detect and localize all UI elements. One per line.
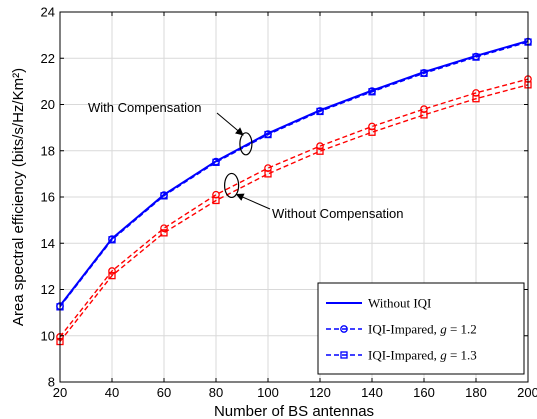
series-2	[56, 37, 532, 310]
data-point	[108, 267, 116, 275]
y-tick-label: 10	[41, 328, 55, 343]
x-tick-label: 100	[257, 385, 279, 400]
data-point	[368, 88, 376, 96]
legend-label-variable: g	[440, 322, 447, 337]
data-point	[108, 271, 116, 280]
x-tick-label: 40	[105, 385, 119, 400]
data-point	[160, 224, 168, 233]
series-1	[59, 39, 529, 307]
y-tick-label: 16	[41, 190, 55, 205]
annotation-arrow	[216, 112, 244, 136]
legend-label: Without IQI	[368, 296, 431, 311]
x-axis-label: Number of BS antennas	[214, 403, 374, 419]
y-tick-label: 12	[41, 282, 55, 297]
x-tick-label: 140	[361, 385, 383, 400]
data-point	[420, 69, 428, 77]
legend-entry: Without IQI	[326, 296, 431, 311]
legend-entry: IQI-Impared, g = 1.2	[326, 322, 477, 337]
data-point	[316, 142, 324, 150]
ticks: 20 40 60 80 100 120 140 160 180 200 8 10 12 14 16 18 20 2…	[41, 5, 537, 401]
data-point	[264, 170, 272, 178]
annotation-arrow	[235, 193, 271, 210]
data-point	[212, 158, 220, 166]
x-tick-label: 200	[517, 385, 537, 400]
y-tick-label: 8	[48, 375, 55, 390]
series-5	[56, 81, 532, 346]
x-tick-label: 180	[465, 385, 487, 400]
legend-entry: IQI-Impared, g = 1.3	[326, 348, 477, 363]
data-point	[472, 53, 480, 61]
y-axis-label: Area spectral efficiency (bits/s/Hz/Km²)	[10, 68, 27, 326]
series-layer	[56, 37, 532, 346]
legend-label-value: = 1.3	[447, 348, 477, 363]
data-point	[160, 229, 168, 237]
series-line	[59, 84, 529, 342]
data-point	[160, 192, 168, 200]
y-tick-label: 24	[41, 5, 55, 20]
y-tick-label: 22	[41, 51, 55, 66]
x-tick-label: 160	[413, 385, 435, 400]
legend-marker	[340, 351, 348, 359]
data-point	[368, 128, 376, 136]
y-tick-label: 18	[41, 143, 55, 158]
annotation-ellipse	[239, 132, 253, 156]
data-point	[316, 107, 324, 116]
data-point	[264, 130, 272, 139]
series-3	[56, 38, 532, 311]
legend-label: IQI-Impared, g = 1.2	[368, 322, 477, 337]
y-tick-label: 20	[41, 97, 55, 112]
x-tick-label: 120	[309, 385, 331, 400]
data-point	[316, 147, 324, 155]
x-tick-label: 20	[53, 385, 67, 400]
annotation-label: Without Compensation	[272, 206, 404, 221]
annotations: With Compensation Without Compensation	[88, 100, 404, 221]
series-line	[59, 41, 529, 308]
legend: Without IQI IQI-Impared, g = 1.2 IQI-Impar…	[317, 282, 525, 375]
data-point	[420, 111, 428, 119]
annotation-label: With Compensation	[88, 100, 201, 115]
y-tick-label: 14	[41, 236, 55, 251]
legend-label-value: = 1.2	[447, 322, 477, 337]
annotation-ellipse	[224, 172, 240, 199]
data-point	[108, 236, 116, 244]
x-tick-label: 80	[209, 385, 223, 400]
legend-label-variable: g	[440, 348, 447, 363]
plot-frame	[59, 11, 529, 383]
legend-marker	[340, 325, 348, 333]
data-point	[212, 196, 220, 205]
legend-label: IQI-Impared, g = 1.3	[368, 348, 477, 363]
x-tick-label: 60	[157, 385, 171, 400]
series-line	[59, 78, 529, 338]
series-line	[59, 40, 529, 307]
data-point	[472, 95, 480, 103]
series-line	[59, 39, 529, 307]
